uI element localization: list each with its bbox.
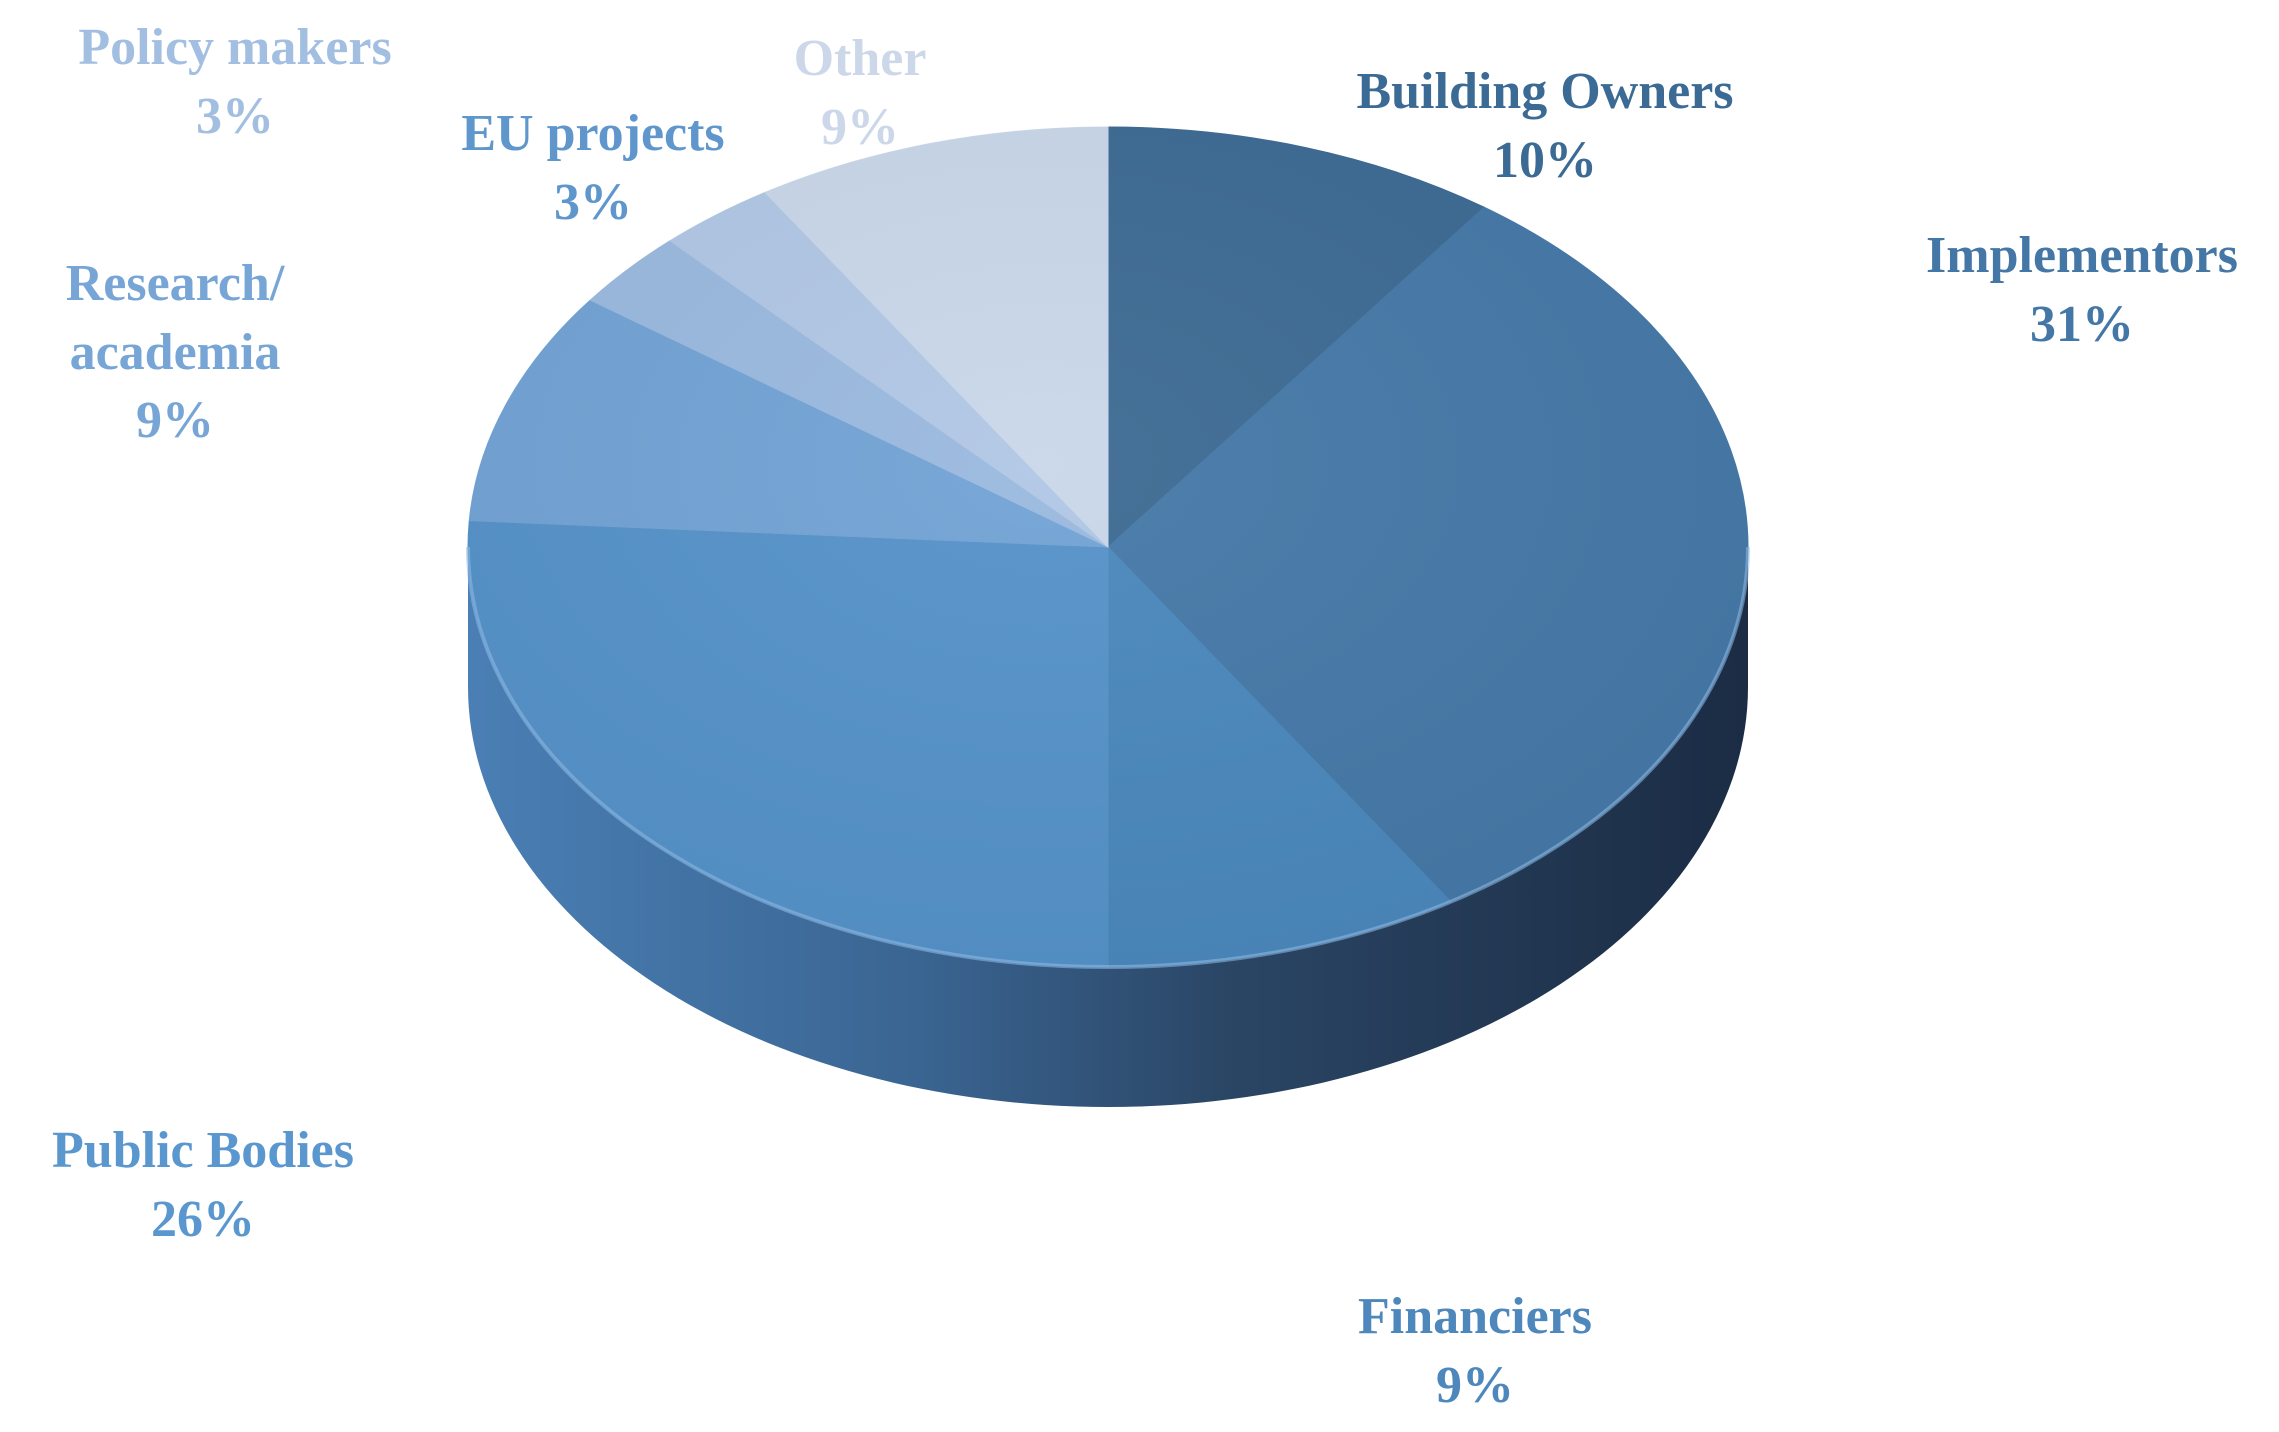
slice-label: Public Bodies 26% <box>52 1117 354 1254</box>
slice-label-value: 9% <box>821 98 899 156</box>
slice-label: Policy makers 3% <box>78 14 391 151</box>
slice-label: Other 9% <box>794 25 927 162</box>
slice-label: EU projects 3% <box>461 100 724 237</box>
slice-label-name: Research/ <box>65 255 285 312</box>
slice-label: Building Owners 10% <box>1356 58 1733 195</box>
slice-label-value: 3% <box>553 173 632 231</box>
slice-label-name: Implementors <box>1926 227 2238 284</box>
slice-label: Research/academia 9% <box>66 250 285 456</box>
slice-label-name: Public Bodies <box>52 1122 354 1179</box>
slice-label-name: Policy makers <box>78 19 392 76</box>
slice-label: Implementors 31% <box>1926 222 2238 359</box>
slice-label-name: EU projects <box>461 105 725 162</box>
slice-label-value: 26% <box>150 1190 255 1248</box>
slice-label-name: Financiers <box>1358 1288 1592 1345</box>
pie-top-sheen <box>468 127 1748 967</box>
slice-label-name: academia <box>69 323 281 381</box>
slice-label-name: Building Owners <box>1356 63 1734 120</box>
pie-side-wall <box>468 547 1748 1107</box>
slice-label-value: 9% <box>135 392 214 450</box>
slice-label-name: Other <box>793 30 927 87</box>
pie-side-layer <box>468 547 1748 1107</box>
slice-label: Financiers 9% <box>1358 1283 1592 1420</box>
pie-rim-layer <box>466 127 1750 969</box>
slice-label-value: 3% <box>196 87 274 145</box>
slice-label-value: 31% <box>2029 295 2134 353</box>
slice-label-value: 10% <box>1492 131 1597 189</box>
pie-rim-highlight <box>466 546 1750 969</box>
slice-label-value: 9% <box>1435 1356 1514 1414</box>
